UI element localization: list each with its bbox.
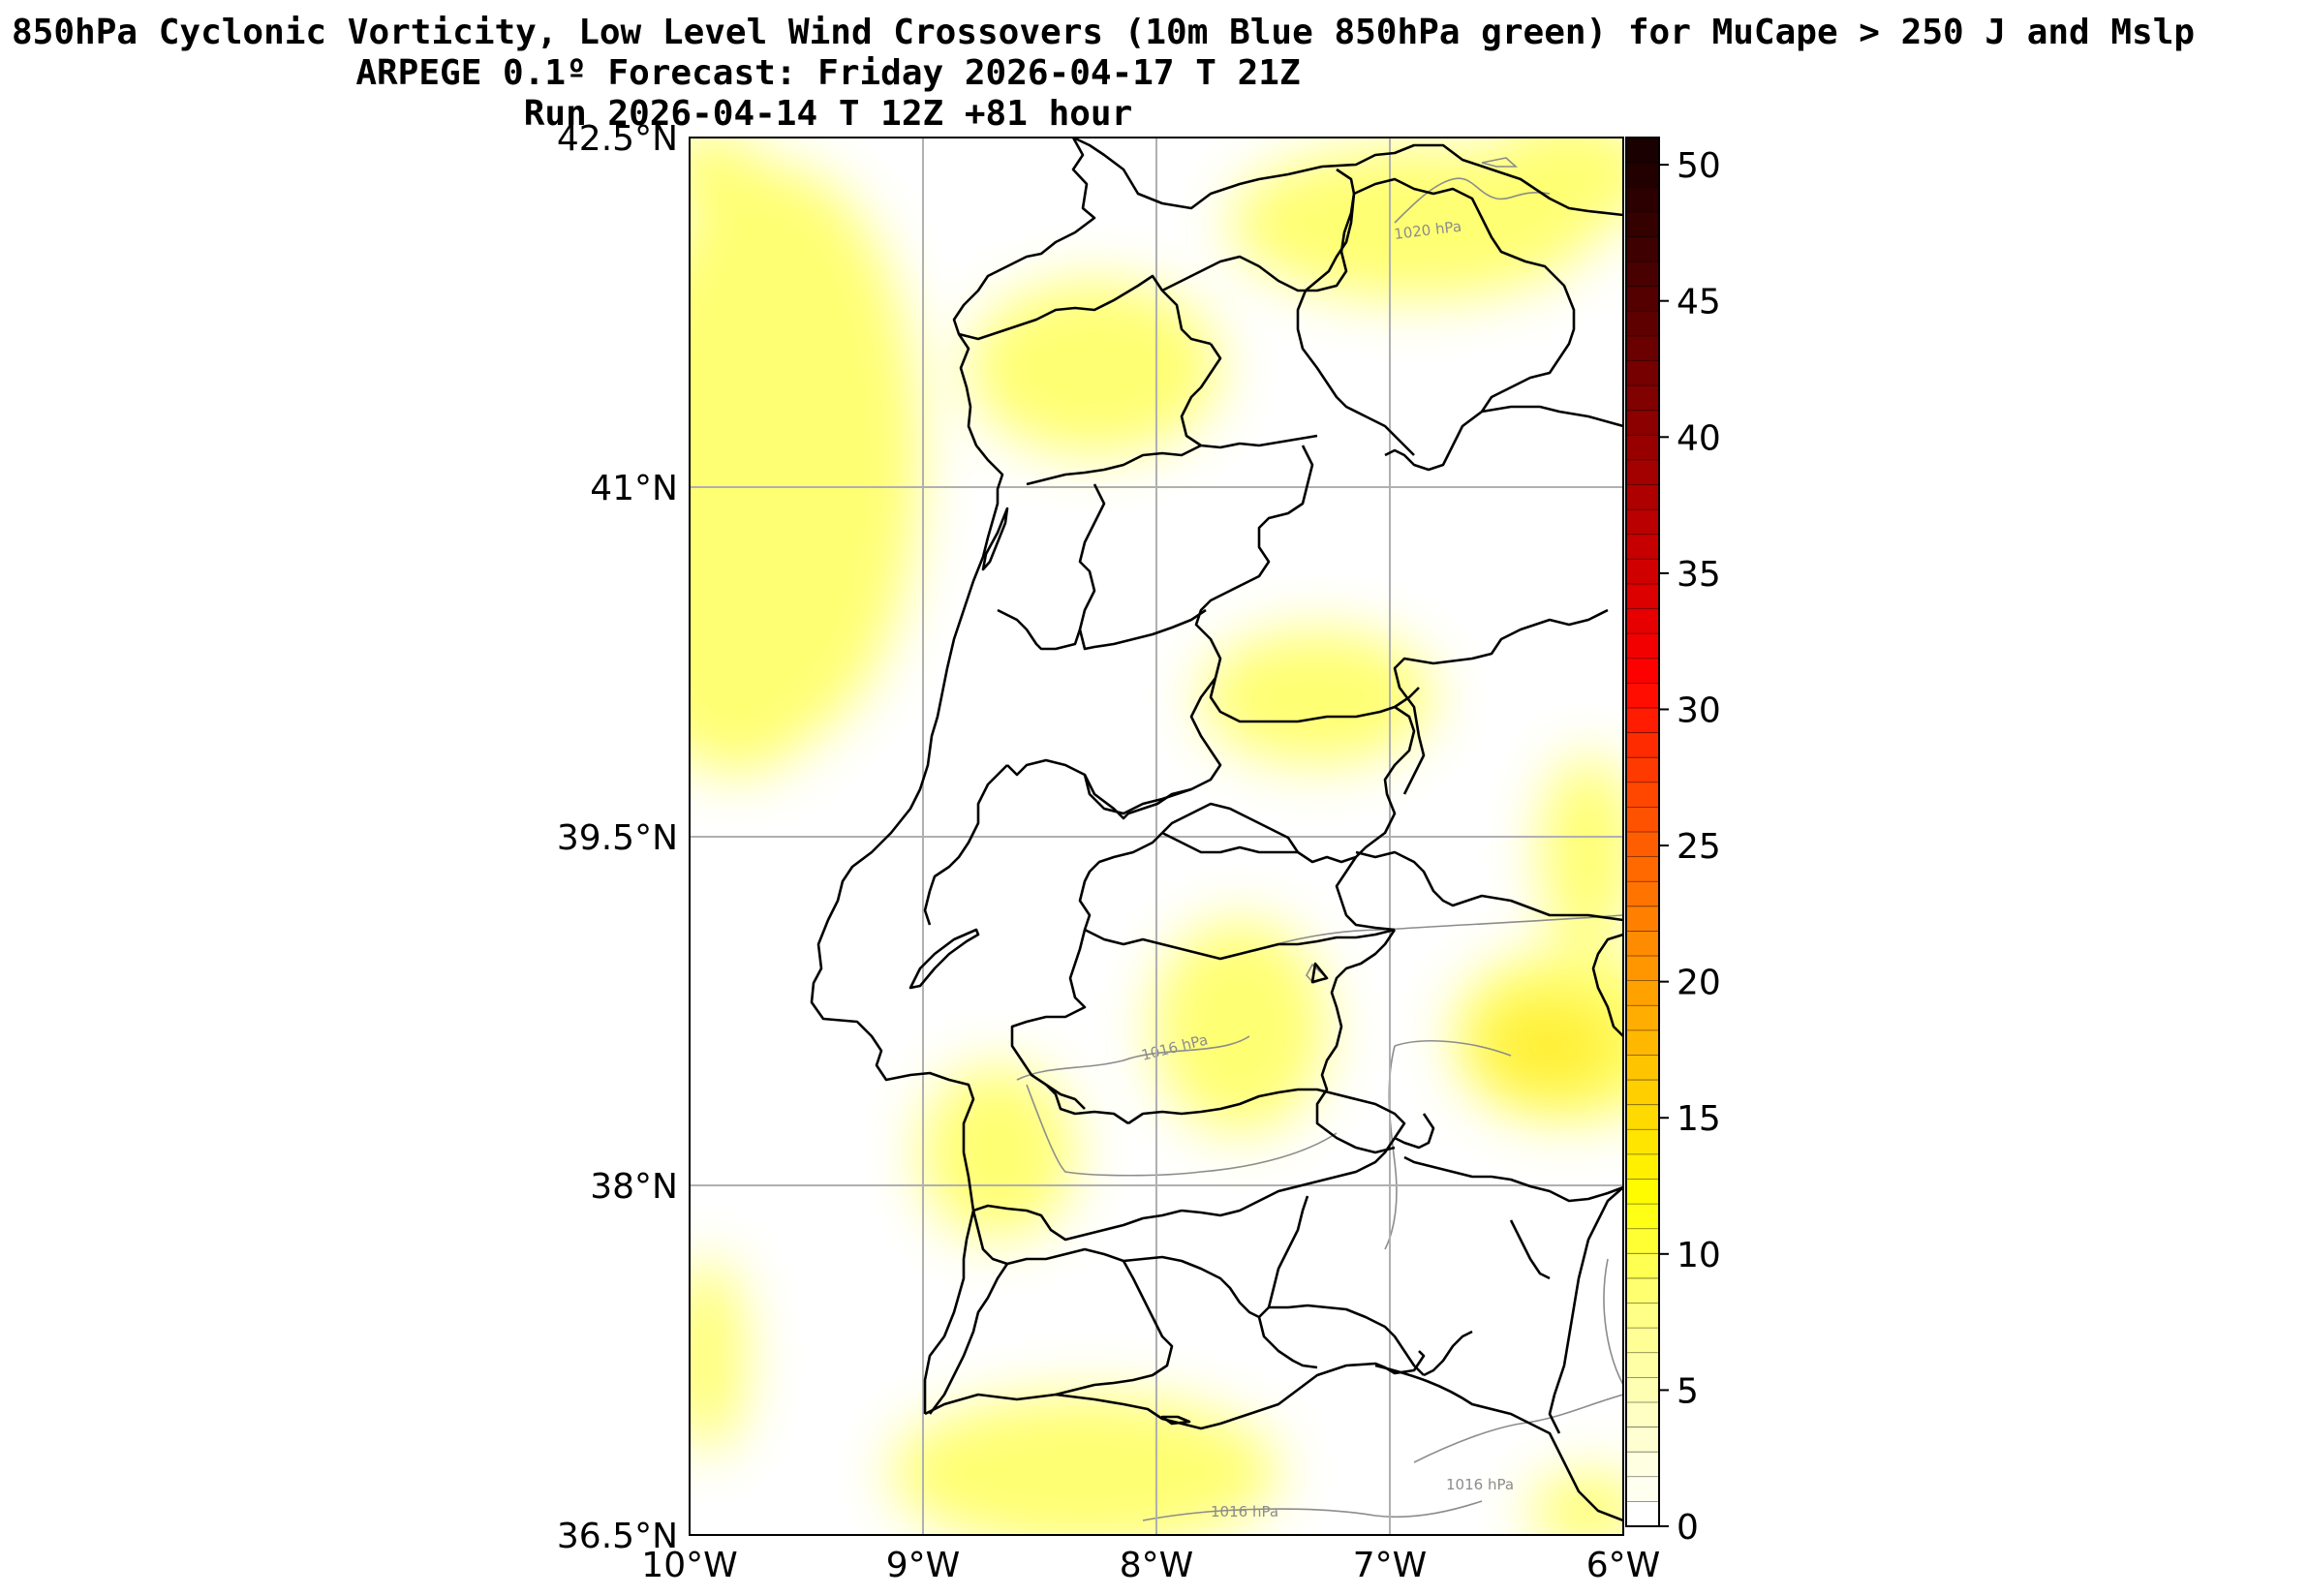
colorbar-segment (1626, 162, 1659, 188)
colorbar-tick-label: 15 (1677, 1099, 1721, 1139)
colorbar-segment (1626, 261, 1659, 288)
graticule (690, 138, 1623, 1535)
colorbar-segment (1626, 1501, 1659, 1527)
colorbar-segment (1626, 683, 1659, 709)
colorbar-segment (1626, 1303, 1659, 1329)
colorbar-segment (1626, 534, 1659, 560)
colorbar-segment (1626, 881, 1659, 907)
colorbar-frame (1625, 137, 1660, 1527)
lat-label: 39.5°N (557, 818, 678, 858)
boundaries (810, 138, 1623, 1522)
colorbar-segment (1626, 410, 1659, 436)
colorbar-segment (1626, 335, 1659, 362)
colorbar-segment (1626, 931, 1659, 957)
colorbar-tick-label: 20 (1677, 964, 1721, 1003)
isobar-label: 1016 hPa (1446, 1476, 1514, 1493)
colorbar-tick-label: 10 (1677, 1236, 1721, 1275)
colorbar-segment (1626, 1005, 1659, 1031)
map-title-line-2: ARPEGE 0.1º Forecast: Friday 2026-04-17 … (355, 53, 1301, 93)
colorbar-segment (1626, 138, 1659, 164)
lat-label: 41°N (590, 469, 678, 508)
colorbar-segment (1626, 385, 1659, 412)
colorbar-segment (1626, 782, 1659, 808)
colorbar-segment (1626, 757, 1659, 783)
colorbar-segment (1626, 707, 1659, 734)
colorbar-segment (1626, 1427, 1659, 1453)
colorbar-segment (1626, 236, 1659, 262)
plot-frame (689, 137, 1624, 1536)
colorbar-segment (1626, 633, 1659, 660)
colorbar-segment (1626, 211, 1659, 238)
colorbar-segment (1626, 484, 1659, 510)
latitude-axis: 42.5°N 41°N 39.5°N 38°N 36.5°N (557, 119, 678, 1556)
colorbar-segment (1626, 956, 1659, 982)
colorbar-segment (1626, 1228, 1659, 1254)
lon-label: 8°W (1120, 1546, 1194, 1585)
colorbar-segment (1626, 559, 1659, 585)
map-title-line-1: 850hPa Cyclonic Vorticity, Low Level Win… (12, 13, 2196, 52)
colorbar-tick-label: 45 (1677, 283, 1721, 322)
colorbar-tick-label: 35 (1677, 555, 1721, 595)
isobar-label: 1016 hPa (1211, 1503, 1278, 1520)
colorbar-segment (1626, 1401, 1659, 1428)
colorbar-segment (1626, 1055, 1659, 1081)
colorbar-segment (1626, 583, 1659, 610)
lat-label: 36.5°N (557, 1517, 678, 1556)
colorbar-tick-label: 0 (1677, 1508, 1699, 1548)
colorbar-segment (1626, 658, 1659, 684)
colorbar-segment (1626, 856, 1659, 882)
colorbar-segment (1626, 1377, 1659, 1403)
colorbar-tick-label: 25 (1677, 827, 1721, 867)
vorticity-fill (690, 138, 1623, 1535)
colorbar-segment (1626, 360, 1659, 386)
colorbar-segment (1626, 1179, 1659, 1205)
colorbar-tick-label: 40 (1677, 418, 1721, 458)
colorbar-segment (1626, 1352, 1659, 1378)
colorbar-tick-label: 30 (1677, 691, 1721, 730)
colorbar-segment (1626, 807, 1659, 833)
colorbar-segments (1626, 138, 1659, 1527)
colorbar-segment (1626, 311, 1659, 337)
colorbar-segment (1626, 1153, 1659, 1181)
colorbar-tick-label: 5 (1677, 1371, 1699, 1411)
colorbar-ticks: 0 5 10 15 20 25 30 35 40 45 50 (1659, 146, 1721, 1548)
longitude-axis: 10°W 9°W 8°W 7°W 6°W (641, 1546, 1660, 1585)
lon-label: 9°W (886, 1546, 961, 1585)
lon-label: 6°W (1586, 1546, 1661, 1585)
colorbar-segment (1626, 1080, 1659, 1106)
map-title-line-3: Run 2026-04-14 T 12Z +81 hour (523, 94, 1133, 134)
lat-label: 42.5°N (557, 119, 678, 159)
colorbar-segment (1626, 1204, 1659, 1230)
colorbar-segment (1626, 1104, 1659, 1130)
colorbar-segment (1626, 1253, 1659, 1279)
colorbar-segment (1626, 435, 1659, 461)
colorbar-segment (1626, 187, 1659, 213)
colorbar-segment (1626, 1129, 1659, 1155)
colorbar-segment (1626, 1277, 1659, 1304)
colorbar-segment (1626, 608, 1659, 634)
colorbar-segment (1626, 1452, 1659, 1478)
colorbar-segment (1626, 509, 1659, 536)
colorbar-segment (1626, 905, 1659, 933)
colorbar-segment (1626, 832, 1659, 858)
lat-label: 38°N (590, 1167, 678, 1207)
lon-label: 10°W (641, 1546, 737, 1585)
colorbar-tick-label: 50 (1677, 146, 1721, 186)
colorbar: 0 5 10 15 20 25 30 35 40 45 50 (1625, 137, 1721, 1548)
colorbar-segment (1626, 1029, 1659, 1057)
lon-label: 7°W (1353, 1546, 1428, 1585)
colorbar-contour-lines (1626, 162, 1659, 1502)
colorbar-segment (1626, 732, 1659, 758)
colorbar-segment (1626, 1328, 1659, 1354)
colorbar-segment (1626, 286, 1659, 312)
colorbar-segment (1626, 980, 1659, 1006)
colorbar-segment (1626, 1476, 1659, 1502)
isobars (1016, 157, 1623, 1521)
colorbar-segment (1626, 459, 1659, 486)
